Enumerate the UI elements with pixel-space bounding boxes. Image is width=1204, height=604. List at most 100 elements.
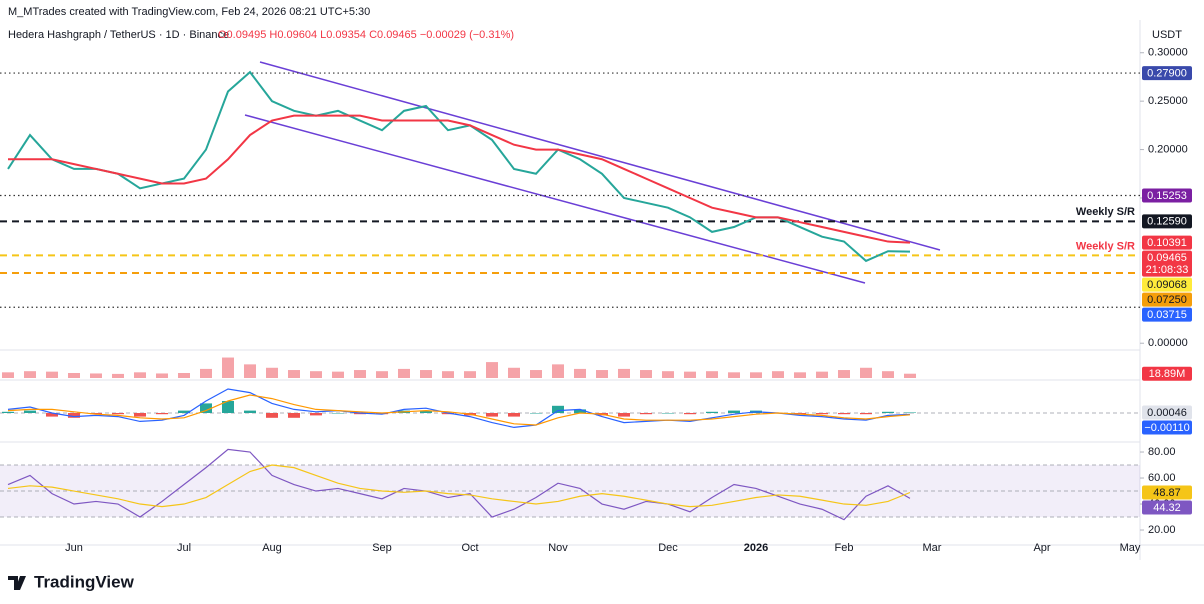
bar bbox=[310, 371, 322, 378]
y-tick-label: 0.00000 bbox=[1148, 337, 1188, 349]
price-label-text: 0.27900 bbox=[1147, 67, 1187, 79]
channel-upper bbox=[259, 61, 941, 251]
bar bbox=[178, 373, 190, 378]
bar bbox=[574, 368, 586, 378]
bar bbox=[332, 413, 344, 414]
price-label bbox=[1142, 405, 1192, 420]
bar bbox=[618, 413, 630, 417]
bar bbox=[618, 368, 630, 378]
bar bbox=[508, 413, 520, 417]
symbol: Hedera Hashgraph / TetherUS · 1D · Binan… bbox=[8, 29, 229, 41]
price-label-text: 0.07250 bbox=[1147, 294, 1187, 306]
price-label bbox=[1142, 235, 1192, 250]
x-tick-label: Nov bbox=[548, 542, 568, 554]
bar bbox=[376, 371, 388, 378]
price-label bbox=[1142, 66, 1192, 81]
price-label bbox=[1142, 500, 1192, 515]
bar bbox=[266, 367, 278, 378]
bar bbox=[838, 413, 850, 415]
series-line bbox=[7, 388, 911, 429]
bar bbox=[552, 405, 564, 413]
bar bbox=[200, 368, 212, 378]
bar bbox=[420, 370, 432, 378]
x-tick-label: Feb bbox=[835, 542, 854, 554]
x-tick-label: Sep bbox=[372, 542, 392, 554]
bar bbox=[112, 373, 124, 378]
bar bbox=[90, 373, 102, 378]
price-label bbox=[1142, 250, 1192, 277]
price-label-text: 0.00046 bbox=[1147, 407, 1187, 419]
price-label-text: 0.09465 bbox=[1147, 252, 1187, 264]
bar bbox=[244, 410, 256, 413]
bar bbox=[68, 373, 80, 378]
bar bbox=[684, 413, 696, 415]
x-tick-label: Mar bbox=[923, 542, 942, 554]
bar bbox=[354, 370, 366, 378]
price-label bbox=[1142, 485, 1192, 500]
bar bbox=[684, 371, 696, 378]
axis-unit: USDT bbox=[1152, 29, 1182, 41]
price-label bbox=[1142, 188, 1192, 203]
series-line bbox=[7, 448, 911, 521]
bar bbox=[904, 412, 916, 413]
bar bbox=[332, 371, 344, 378]
bar bbox=[266, 413, 278, 418]
bar bbox=[530, 413, 542, 414]
bar bbox=[640, 370, 652, 378]
bar bbox=[288, 370, 300, 378]
price-label bbox=[1142, 292, 1192, 307]
bar bbox=[222, 401, 234, 413]
series-line bbox=[7, 464, 911, 508]
bar bbox=[860, 367, 872, 378]
price-label bbox=[1142, 366, 1192, 381]
bar bbox=[882, 371, 894, 378]
attribution: M_MTrades created with TradingView.com, … bbox=[8, 6, 370, 18]
bar bbox=[904, 373, 916, 378]
bar bbox=[816, 413, 828, 415]
countdown: 21:08:33 bbox=[1146, 264, 1189, 276]
bar bbox=[2, 372, 14, 378]
logo-text: TradingView bbox=[34, 572, 135, 591]
price-label-text: 48.87 bbox=[1153, 487, 1181, 499]
price-label-text: −0.00110 bbox=[1144, 422, 1189, 434]
x-tick-label: Dec bbox=[658, 542, 678, 554]
price-label-text: 0.12590 bbox=[1147, 216, 1187, 228]
price-label bbox=[1142, 214, 1192, 229]
series-line bbox=[8, 114, 911, 244]
price-label-text: 0.03715 bbox=[1147, 309, 1187, 321]
price-label bbox=[1142, 420, 1192, 435]
logo: TradingView bbox=[8, 572, 135, 591]
price-label-text: 44.32 bbox=[1153, 502, 1181, 514]
pane-borders bbox=[0, 20, 1204, 560]
bar bbox=[2, 411, 14, 413]
bar bbox=[530, 370, 542, 378]
logo-icon bbox=[8, 576, 26, 590]
x-tick-label: Aug bbox=[262, 542, 282, 554]
bar bbox=[662, 371, 674, 378]
annotation: Weekly S/R bbox=[1076, 240, 1135, 252]
bar bbox=[574, 409, 586, 413]
bar bbox=[750, 372, 762, 378]
bar bbox=[596, 370, 608, 378]
bar bbox=[310, 413, 322, 416]
bar bbox=[838, 370, 850, 378]
price-label-text: 0.10391 bbox=[1147, 237, 1187, 249]
bar bbox=[112, 413, 124, 415]
y-tick-label: 0.30000 bbox=[1148, 47, 1188, 59]
bar bbox=[68, 413, 80, 418]
bar bbox=[816, 371, 828, 378]
bar bbox=[794, 372, 806, 378]
x-tick-label: Oct bbox=[461, 542, 478, 554]
bar bbox=[860, 413, 872, 415]
bar bbox=[728, 410, 740, 413]
ohlc: O0.09495 H0.09604 L0.09354 C0.09465 −0.0… bbox=[218, 29, 514, 41]
bar bbox=[882, 411, 894, 413]
bar bbox=[706, 411, 718, 413]
bar bbox=[706, 371, 718, 378]
y-tick-label: 80.00 bbox=[1148, 446, 1176, 458]
bar bbox=[46, 371, 58, 378]
bar bbox=[662, 413, 674, 414]
bar bbox=[46, 413, 58, 417]
price-label-text: 18.89M bbox=[1149, 368, 1186, 380]
bar bbox=[640, 413, 652, 415]
